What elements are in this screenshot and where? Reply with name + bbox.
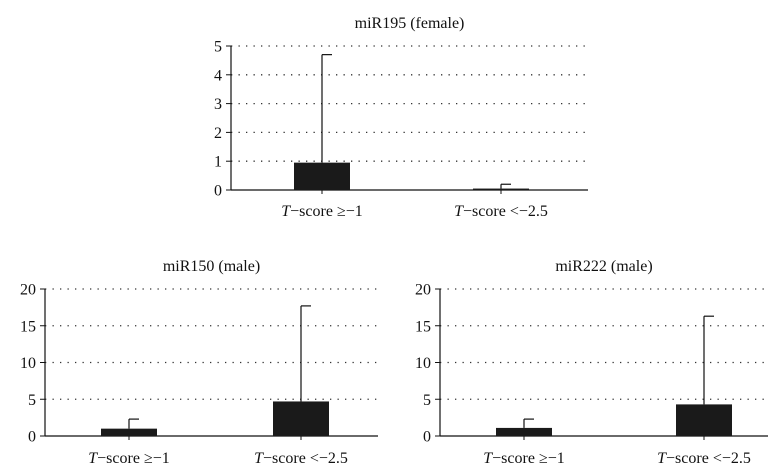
- y-tick-label: 2: [214, 125, 222, 142]
- y-tick-label: 20: [415, 282, 431, 299]
- y-tick-label: 5: [214, 39, 222, 56]
- y-tick-label: 3: [214, 96, 222, 113]
- x-tick-label: T−score <−2.5: [454, 203, 548, 220]
- bar: [473, 188, 529, 191]
- x-tick-label: T−score ≥−1: [88, 450, 170, 467]
- chart-title: miR195 (female): [355, 15, 465, 32]
- bar: [294, 162, 350, 190]
- y-tick-label: 15: [415, 318, 431, 335]
- y-tick-label: 0: [214, 183, 222, 200]
- x-tick-label: T−score ≥−1: [281, 203, 363, 220]
- y-tick-label: 5: [28, 392, 36, 409]
- y-tick-label: 10: [415, 355, 431, 372]
- chart-title: miR150 (male): [163, 258, 260, 275]
- x-tick-label: T−score <−2.5: [254, 450, 348, 467]
- y-tick-label: 10: [20, 355, 36, 372]
- chart-1: miR150 (male) 0 5 10 15 20 T−score ≥−1 T−score …: [20, 258, 378, 467]
- x-tick-label: T−score <−2.5: [657, 450, 751, 467]
- y-tick-label: 5: [423, 392, 431, 409]
- y-tick-label: 0: [28, 429, 36, 446]
- bar: [273, 401, 329, 436]
- bar: [496, 427, 552, 436]
- chart-2: miR222 (male) 0 5 10 15 20 T−score ≥−1 T−score …: [415, 258, 768, 467]
- chart-0: miR195 (female) 0 1 2 3 4 5 T−score ≥−1 T−score …: [214, 15, 588, 220]
- y-tick-label: 20: [20, 282, 36, 299]
- y-tick-label: 15: [20, 318, 36, 335]
- x-tick-label: T−score ≥−1: [483, 450, 565, 467]
- y-tick-label: 4: [214, 67, 222, 84]
- bar: [676, 404, 732, 436]
- y-tick-label: 0: [423, 429, 431, 446]
- chart-title: miR222 (male): [555, 258, 652, 275]
- y-tick-label: 1: [214, 154, 222, 171]
- bar: [101, 428, 157, 436]
